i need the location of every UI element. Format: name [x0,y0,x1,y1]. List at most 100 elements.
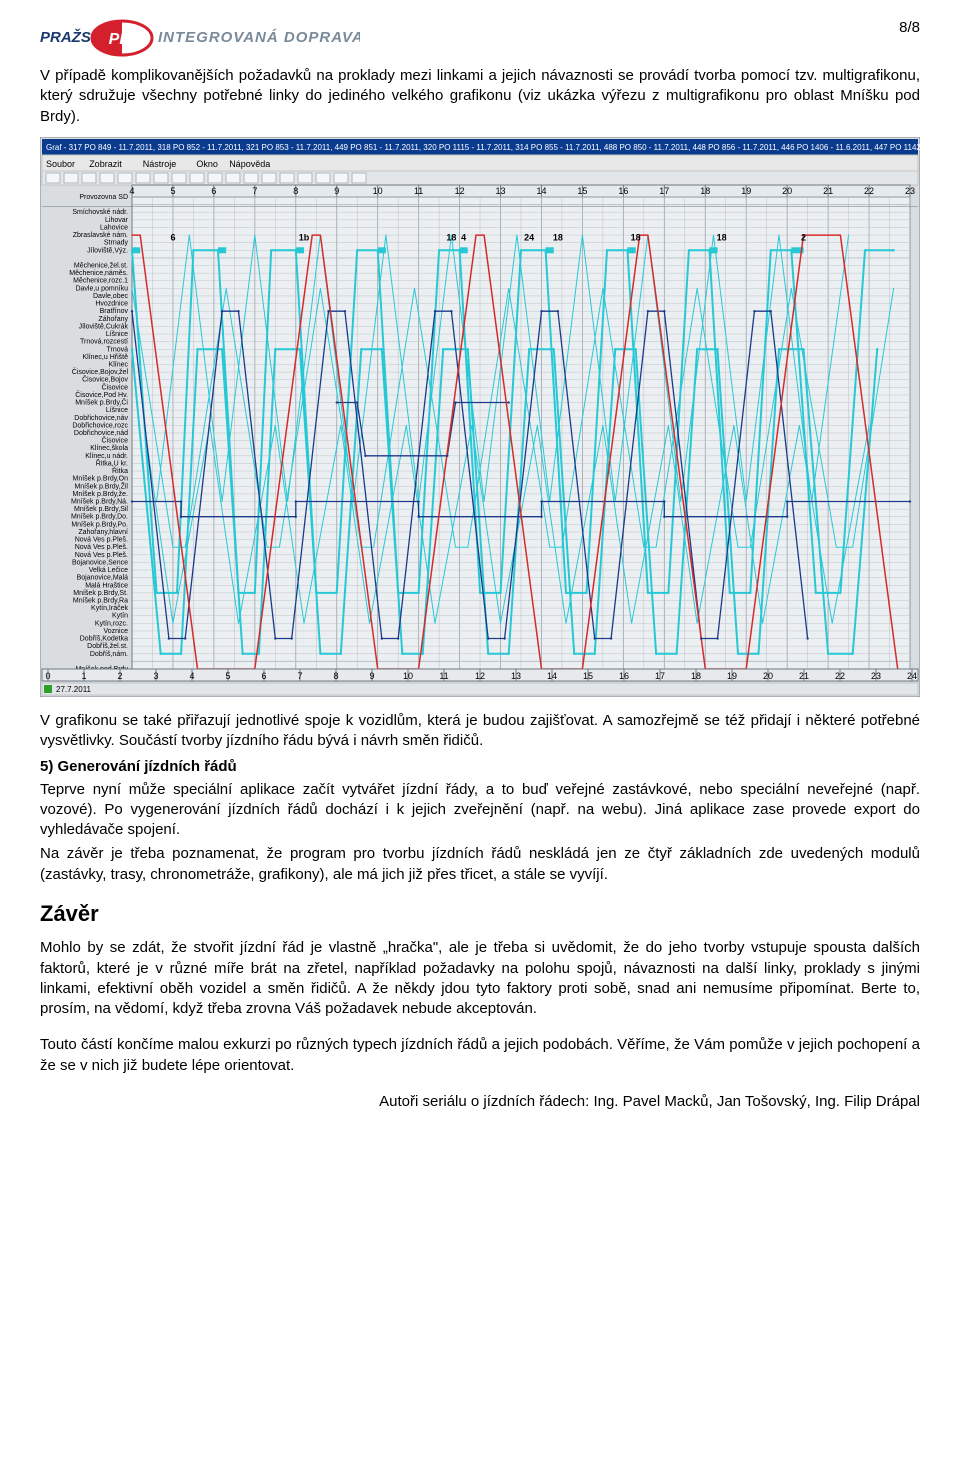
authors-line: Autoři seriálu o jízdních řádech: Ing. P… [40,1092,920,1112]
svg-text:Trnová,rozcestí: Trnová,rozcestí [80,338,128,345]
svg-text:Čisovice,Bojov: Čisovice,Bojov [82,374,128,383]
svg-text:Čisovice: Čisovice [102,382,129,391]
svg-text:Kytín,Iráček: Kytín,Iráček [91,605,128,612]
paragraph-1: V případě komplikovanějších požadavků na… [40,66,920,127]
svg-text:15: 15 [577,186,587,196]
page-number: 8/8 [899,18,920,38]
svg-text:Voznice: Voznice [103,628,128,635]
svg-text:20: 20 [782,186,792,196]
svg-text:0: 0 [45,671,50,681]
svg-text:17: 17 [659,186,669,196]
svg-text:Kytín: Kytín [112,612,128,619]
brand-logo: PRAŽSKÁ PID INTEGROVANÁ DOPRAVA [40,18,360,58]
svg-text:3: 3 [153,671,158,681]
svg-text:Smíchovské nádr.: Smíchovské nádr. [72,209,128,216]
svg-text:13: 13 [496,186,506,196]
svg-text:22: 22 [835,671,845,681]
svg-text:Čisovice,Pod Hv.: Čisovice,Pod Hv. [75,390,128,399]
svg-text:Nová Ves p.Pleš.: Nová Ves p.Pleš. [75,536,128,543]
svg-text:Soubor: Soubor [46,159,75,169]
svg-text:14: 14 [536,186,546,196]
svg-text:Dobříš,nám.: Dobříš,nám. [90,651,128,658]
svg-text:14: 14 [547,671,557,681]
svg-text:Mníšek p.Brdy,že.: Mníšek p.Brdy,že. [72,491,128,498]
svg-text:18: 18 [700,186,710,196]
svg-text:23: 23 [871,671,881,681]
svg-text:4: 4 [189,671,194,681]
svg-text:Klínec,u Hřiště: Klínec,u Hřiště [82,354,128,361]
paragraph-5: Mohlo by se zdát, že stvořit jízdní řád … [40,938,920,1019]
svg-text:22: 22 [864,186,874,196]
svg-text:Čisovice: Čisovice [102,435,129,444]
svg-text:Graf - 317 PO 849 - 11.7.2011,: Graf - 317 PO 849 - 11.7.2011, 318 PO 85… [46,143,920,152]
svg-text:Bojanovice,Sence: Bojanovice,Sence [72,559,128,566]
svg-text:18: 18 [631,232,641,242]
svg-text:Líšnice: Líšnice [106,331,128,338]
svg-text:11: 11 [414,186,423,196]
svg-text:Davle,u pomníku: Davle,u pomníku [75,285,128,292]
svg-text:21: 21 [799,671,809,681]
paragraph-6: Touto částí končíme malou exkurzi po růz… [40,1035,920,1076]
page-header: PRAŽSKÁ PID INTEGROVANÁ DOPRAVA 8/8 [40,18,920,58]
svg-text:Mníšek p.Brdy,Žil: Mníšek p.Brdy,Žil [74,481,128,490]
svg-text:Měchenice,žel.st.: Měchenice,žel.st. [74,262,128,269]
svg-text:Zahořany,hlavní: Zahořany,hlavní [78,529,128,536]
paragraph-3: Teprve nyní může speciální aplikace začí… [40,780,920,841]
svg-text:Dobříš,žel.st.: Dobříš,žel.st. [87,643,128,650]
svg-text:Mníšek p.Brdy,On: Mníšek p.Brdy,On [72,475,128,482]
svg-text:Dobříš,Kodetka: Dobříš,Kodetka [80,635,128,642]
svg-text:Bratřínov: Bratřínov [100,308,129,315]
svg-text:Jíloviště,Cukrák: Jíloviště,Cukrák [79,323,129,330]
svg-text:23: 23 [905,186,915,196]
svg-text:21: 21 [823,186,833,196]
svg-text:Dobřichovice,náv: Dobřichovice,náv [74,415,128,422]
svg-text:8: 8 [333,671,338,681]
svg-text:Bojanovice,Malá: Bojanovice,Malá [77,574,128,581]
svg-text:8: 8 [293,186,298,196]
paragraph-2: V grafikonu se také přiřazují jednotlivé… [40,711,920,752]
svg-text:20: 20 [763,671,773,681]
svg-text:12: 12 [455,186,465,196]
svg-text:Mníšek p.Brdy,Po.: Mníšek p.Brdy,Po. [71,521,128,528]
svg-text:Nápověda: Nápověda [229,159,270,169]
svg-text:5: 5 [170,186,175,196]
svg-text:Záhořany: Záhořany [98,316,128,323]
svg-text:27.7.2011: 27.7.2011 [56,685,92,694]
svg-text:7: 7 [297,671,302,681]
svg-text:Okno: Okno [196,159,218,169]
svg-text:19: 19 [727,671,737,681]
svg-text:Provozovna SD: Provozovna SD [79,194,128,201]
svg-text:6: 6 [261,671,266,681]
svg-text:12: 12 [475,671,485,681]
svg-text:Klínec: Klínec [109,361,129,368]
svg-text:10: 10 [403,671,413,681]
svg-text:Zobrazit: Zobrazit [89,159,122,169]
svg-text:Dobřichovice,rozc: Dobřichovice,rozc [72,422,128,429]
svg-text:Klínec,škola: Klínec,škola [90,445,128,452]
svg-text:6: 6 [170,232,175,242]
svg-text:Mníšek p.Brdy,Ra: Mníšek p.Brdy,Ra [73,597,128,604]
svg-text:Mníšek p.Brdy,Ná.: Mníšek p.Brdy,Ná. [71,498,128,505]
svg-text:19: 19 [741,186,751,196]
svg-text:2: 2 [117,671,122,681]
svg-text:1b: 1b [299,232,310,242]
svg-text:16: 16 [618,186,628,196]
svg-text:INTEGROVANÁ DOPRAVA: INTEGROVANÁ DOPRAVA [158,29,360,46]
svg-text:Líšnice: Líšnice [106,407,128,414]
svg-text:Mníšek p.Brdy,Do.: Mníšek p.Brdy,Do. [71,513,128,520]
svg-text:Trnová: Trnová [106,346,128,353]
svg-text:Měchenice,rozc.1: Měchenice,rozc.1 [73,277,128,284]
svg-text:Kytín,rozc.: Kytín,rozc. [95,620,128,627]
svg-text:Velká Lečice: Velká Lečice [89,567,128,574]
svg-text:18: 18 [446,232,456,242]
svg-text:Nová Ves p.Pleš.: Nová Ves p.Pleš. [75,552,128,559]
svg-text:4: 4 [461,232,466,242]
svg-text:Nástroje: Nástroje [143,159,177,169]
svg-text:Hvozdnice: Hvozdnice [95,300,128,307]
svg-text:13: 13 [511,671,521,681]
heading-5: 5) Generování jízdních řádů [40,757,920,777]
svg-text:11: 11 [439,671,448,681]
svg-text:Mníšek p.Brdy,Sil: Mníšek p.Brdy,Sil [74,506,128,513]
svg-text:4: 4 [129,186,134,196]
svg-text:Dobřichovice,nád: Dobřichovice,nád [74,430,128,437]
